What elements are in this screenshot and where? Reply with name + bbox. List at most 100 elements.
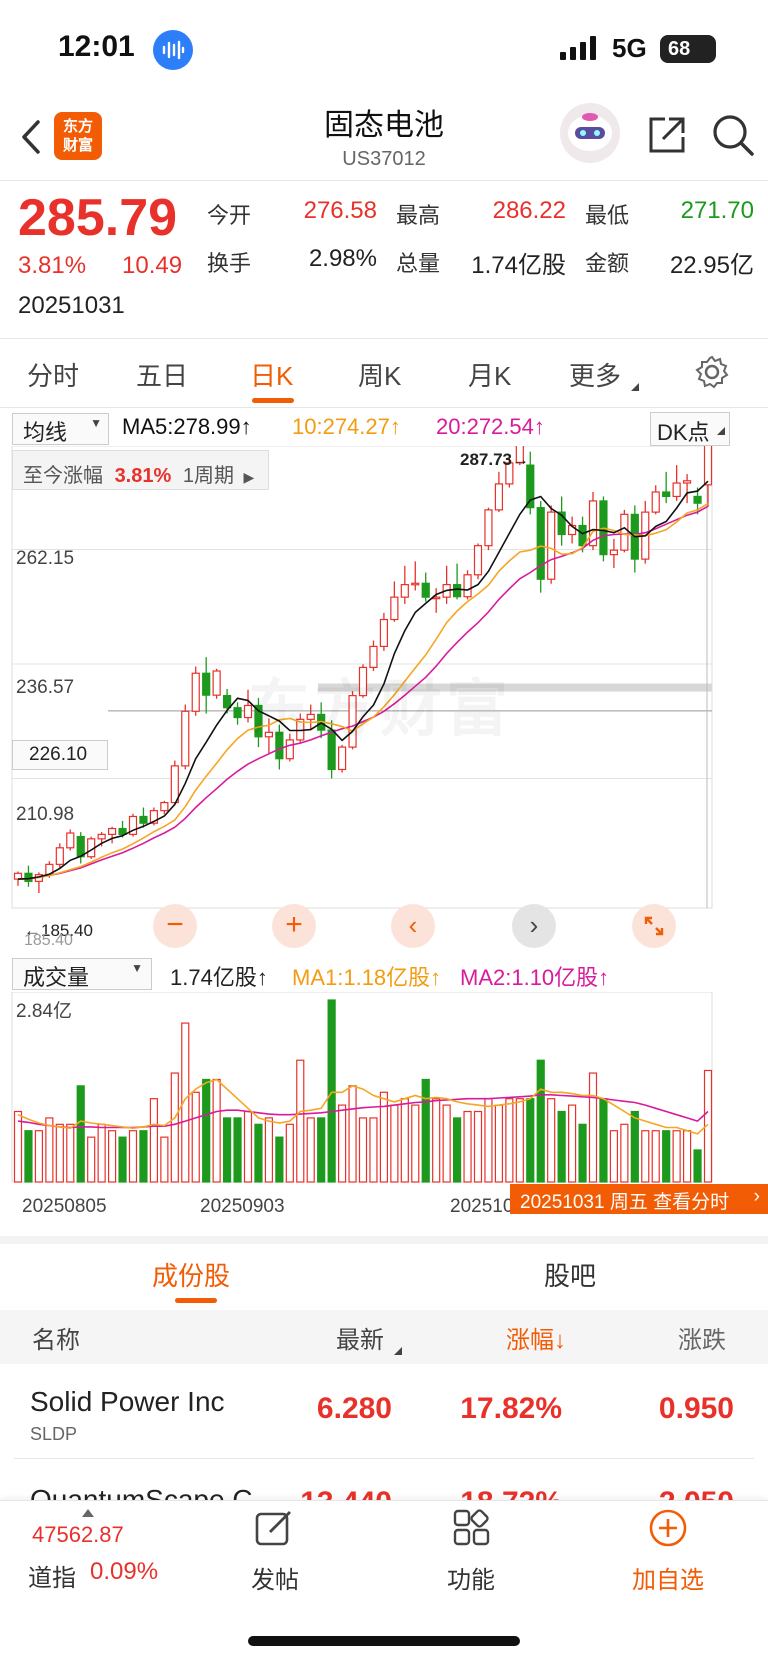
tabs-divider	[0, 407, 768, 408]
stock-code: US37012	[342, 148, 426, 170]
volume-bar	[149, 1098, 159, 1183]
tab-stock-forum[interactable]: 股吧	[544, 1261, 597, 1291]
ma10-value: 10:274.27↑	[292, 414, 401, 439]
volume-bar	[442, 1104, 451, 1183]
candle-body	[222, 695, 232, 709]
dow-index-pct[interactable]: 0.09%	[90, 1558, 159, 1585]
nav-add-watchlist[interactable]: 加自选	[632, 1567, 704, 1594]
header-latest[interactable]: 最新	[336, 1327, 384, 1354]
back-arrow-icon[interactable]	[16, 112, 46, 162]
volume-bar	[254, 1123, 263, 1183]
zoom-in-button[interactable]: +	[272, 904, 316, 948]
volume-bar	[170, 1072, 179, 1183]
settings-gear-icon[interactable]	[694, 354, 730, 395]
nav-post[interactable]: 发帖	[251, 1567, 299, 1594]
x-axis-label: 20250805	[22, 1196, 107, 1217]
volume-bar	[505, 1098, 514, 1183]
tab-five-day[interactable]: 五日	[136, 361, 189, 391]
candle-body	[306, 713, 315, 720]
scroll-right-button[interactable]: ›	[512, 904, 556, 948]
candle-body	[107, 827, 117, 835]
header-change-pct[interactable]: 涨幅↓	[506, 1327, 566, 1354]
volume-bar	[379, 1091, 389, 1183]
zoom-out-button[interactable]: −	[153, 904, 197, 948]
list-header	[0, 1310, 768, 1364]
candle-body	[369, 645, 378, 669]
status-time: 12:01	[58, 30, 135, 63]
stock-change: 0.950	[658, 1392, 734, 1425]
functions-grid-icon[interactable]	[452, 1508, 492, 1553]
price-floor-label: 185.40	[24, 932, 73, 949]
volume-bar	[630, 1110, 639, 1183]
volume-chart[interactable]	[0, 992, 768, 1184]
add-watchlist-icon[interactable]	[648, 1508, 688, 1553]
expand-up-arrow-icon[interactable]	[82, 1504, 94, 1522]
volume-indicator-select[interactable]: 成交量 ▼	[12, 958, 152, 990]
candle-body	[515, 446, 524, 464]
tab-constituents[interactable]: 成份股	[152, 1261, 231, 1291]
candle-body	[390, 596, 399, 621]
dk-point-button[interactable]: DK点	[650, 412, 730, 446]
volume-bar	[34, 1130, 44, 1183]
home-indicator	[248, 1636, 520, 1646]
y-tick-label: 262.15	[16, 548, 75, 569]
candle-body	[557, 511, 566, 536]
header-change[interactable]: 涨跌	[678, 1327, 726, 1354]
candle-body	[379, 618, 389, 647]
volume-bar	[306, 1117, 315, 1183]
period-change-box[interactable]: 至今涨幅 3.81% 1周期 ▶	[12, 450, 269, 490]
stock-name[interactable]: Solid Power Inc	[30, 1386, 225, 1417]
tab-intraday[interactable]: 分时	[27, 361, 80, 391]
candle-body	[484, 509, 493, 547]
tab-weekly-k[interactable]: 周K	[358, 361, 402, 391]
nav-functions[interactable]: 功能	[447, 1567, 495, 1594]
dow-index-value[interactable]: 47562.87	[32, 1522, 124, 1547]
battery-level: 68	[668, 37, 691, 60]
volume-bar	[45, 1117, 54, 1183]
ma-indicator-select[interactable]: 均线 ▼	[12, 413, 109, 445]
active-bottom-tab-indicator	[175, 1298, 217, 1303]
volume-max-label: 2.84亿	[16, 1001, 72, 1022]
network-type: 5G	[612, 33, 647, 63]
dow-index-name[interactable]: 道指	[28, 1565, 76, 1592]
candle-body	[421, 582, 430, 598]
turnover-value: 2.98%	[308, 245, 377, 272]
candle-body	[275, 731, 284, 760]
volume-bar	[463, 1110, 472, 1183]
volume-bar	[369, 1117, 378, 1183]
volume-bar	[473, 1110, 483, 1183]
share-icon[interactable]	[645, 113, 689, 157]
current-price: 285.79	[18, 189, 178, 247]
candlestick-chart[interactable]	[0, 446, 768, 956]
volume-bar	[547, 1098, 556, 1183]
candle-body	[348, 695, 357, 748]
volume-bar	[515, 1098, 524, 1183]
volume-bar	[264, 1117, 274, 1183]
ai-assistant-robot-icon[interactable]	[560, 103, 620, 163]
volume-bar	[87, 1136, 96, 1183]
open-value: 276.58	[303, 197, 377, 224]
candle-body	[473, 545, 483, 576]
candle-body	[170, 765, 179, 804]
scroll-left-button[interactable]: ‹	[391, 904, 435, 948]
candle-body	[547, 511, 556, 580]
candle-body	[254, 704, 263, 738]
volume-bar	[651, 1130, 660, 1183]
search-icon[interactable]	[710, 112, 756, 158]
tab-more[interactable]: 更多	[569, 361, 622, 391]
fullscreen-button[interactable]	[632, 904, 676, 948]
volume-bar	[557, 1110, 566, 1183]
edit-post-icon[interactable]	[254, 1508, 294, 1553]
volume-bar	[421, 1078, 430, 1183]
volume-bar	[348, 1085, 357, 1183]
tab-monthly-k[interactable]: 月K	[468, 361, 512, 391]
crosshair-price-label: 226.10	[12, 740, 108, 770]
candle-body	[149, 810, 159, 824]
tab-daily-k[interactable]: 日K	[250, 361, 294, 391]
view-intraday-date-tag[interactable]: 20251031 周五 查看分时 ›	[510, 1184, 768, 1214]
quote-divider	[0, 338, 768, 339]
row-divider	[14, 1458, 754, 1459]
volume-bar	[139, 1130, 148, 1183]
volume-ma1: MA1:1.18亿股↑	[292, 965, 442, 990]
volume-ma2: MA2:1.10亿股↑	[460, 965, 610, 990]
